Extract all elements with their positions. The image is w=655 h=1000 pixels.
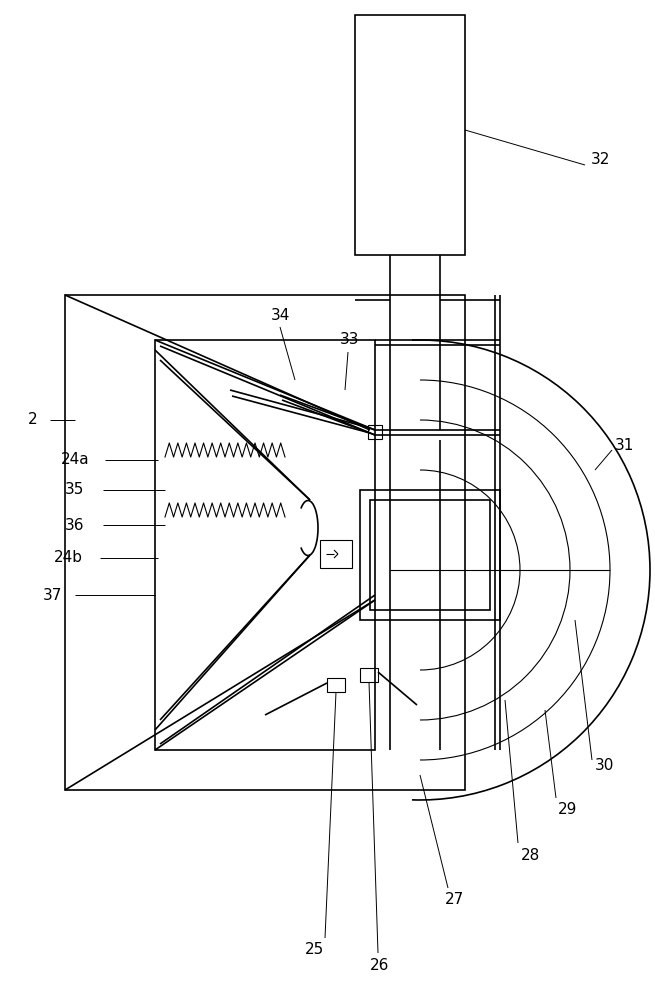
Bar (355, 15, 465, 255)
Text: 32: 32 (590, 152, 610, 167)
Text: 24a: 24a (61, 452, 89, 468)
Bar (360, 490, 500, 620)
Text: 25: 25 (305, 942, 325, 958)
Bar (327, 678, 345, 692)
Text: 30: 30 (595, 758, 614, 772)
Text: 35: 35 (66, 483, 84, 497)
Text: 31: 31 (615, 438, 635, 452)
Bar (368, 425, 382, 439)
Text: 29: 29 (558, 802, 578, 818)
Text: 24b: 24b (54, 550, 83, 566)
Bar (320, 540, 352, 568)
Text: 2: 2 (28, 412, 38, 428)
Text: 28: 28 (520, 848, 540, 862)
Bar (360, 668, 378, 682)
Text: 36: 36 (66, 518, 84, 532)
Text: 33: 33 (340, 332, 360, 348)
Bar (65, 295, 465, 790)
Text: 37: 37 (43, 587, 62, 602)
Text: 34: 34 (271, 308, 290, 322)
Text: 26: 26 (370, 958, 390, 972)
Bar (370, 500, 490, 610)
Bar (155, 340, 375, 750)
Text: 27: 27 (445, 892, 464, 908)
